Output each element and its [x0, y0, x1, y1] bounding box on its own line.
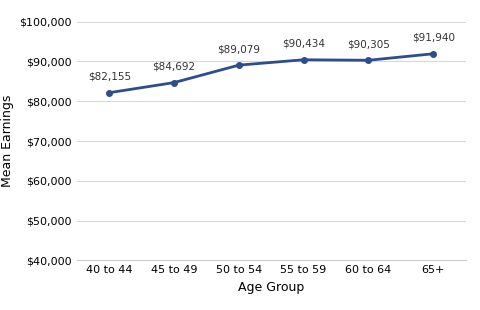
Y-axis label: Mean Earnings: Mean Earnings — [1, 95, 14, 187]
Text: $90,305: $90,305 — [347, 39, 390, 49]
Text: $91,940: $91,940 — [412, 33, 455, 43]
X-axis label: Age Group: Age Group — [238, 281, 304, 294]
Text: $90,434: $90,434 — [282, 39, 325, 49]
Text: $82,155: $82,155 — [88, 72, 131, 82]
Text: $84,692: $84,692 — [153, 61, 195, 72]
Text: $89,079: $89,079 — [217, 44, 260, 54]
